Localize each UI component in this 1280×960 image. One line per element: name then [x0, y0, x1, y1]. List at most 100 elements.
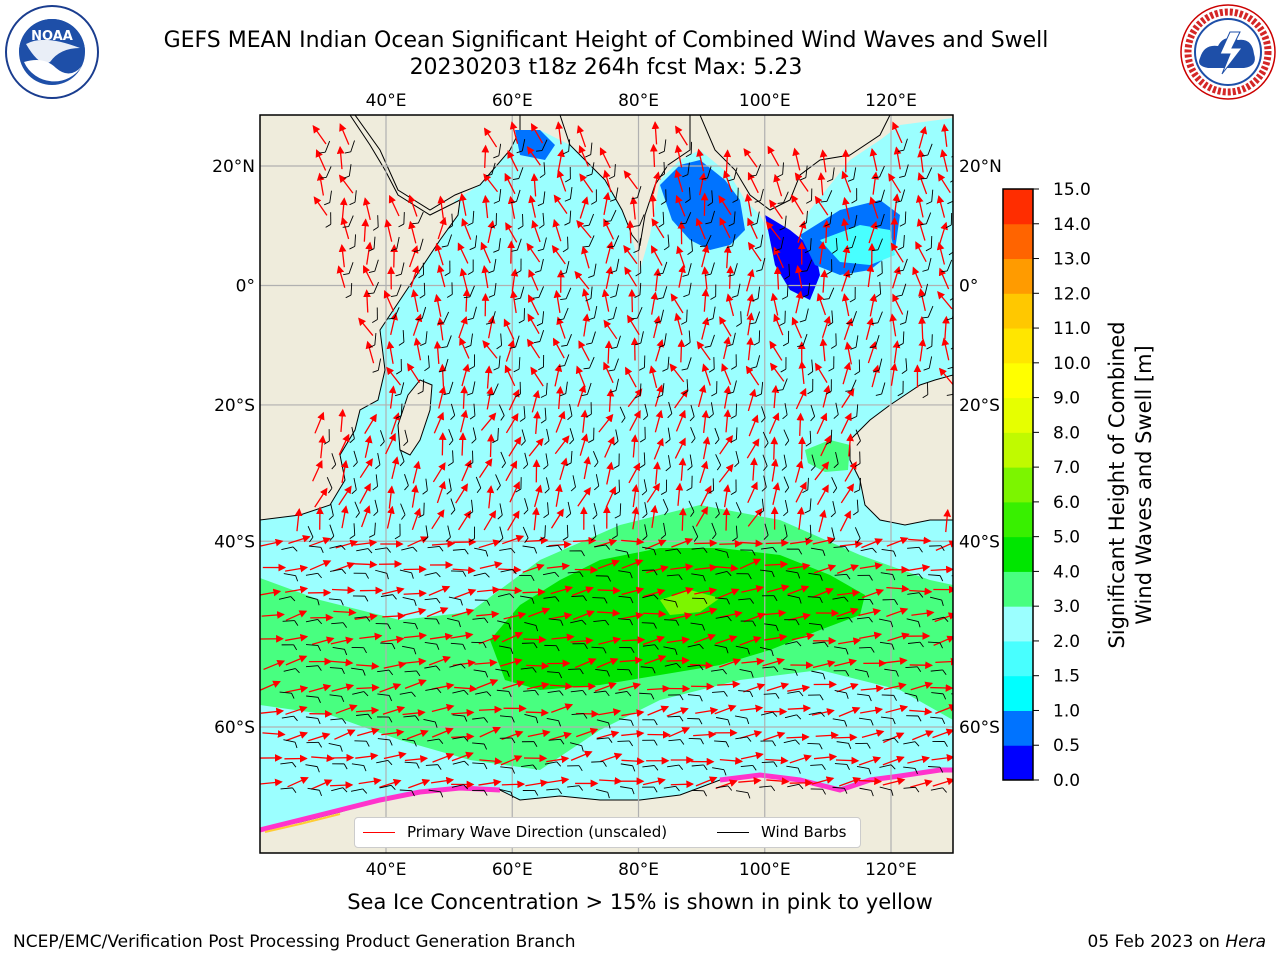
wind-barb-shaft: [377, 738, 390, 741]
wind-barb-shaft: [930, 669, 943, 672]
wind-barb-shaft: [880, 716, 893, 720]
wind-barb-flag: [416, 762, 420, 769]
wave-direction-arrow: [363, 264, 375, 287]
wave-direction-arrow: [648, 193, 657, 217]
wind-barb-shaft: [783, 429, 790, 441]
wind-barb-flag: [607, 575, 612, 582]
wind-barb-shaft: [427, 545, 440, 549]
wave-direction-arrow: [861, 729, 885, 739]
wind-barb-flag: [611, 346, 618, 349]
wind-barb-shaft: [810, 404, 816, 417]
wave-direction-arrow: [892, 121, 903, 144]
wave-direction-arrow: [411, 484, 419, 508]
wind-barb-shaft: [926, 167, 933, 179]
wave-direction-arrow: [577, 487, 591, 507]
wave-direction-arrow: [695, 217, 706, 240]
wind-barb-shaft: [687, 694, 700, 697]
wind-barb-flag: [437, 764, 442, 770]
wind-barb-flag: [918, 592, 924, 598]
wave-direction-arrow: [527, 729, 551, 738]
wave-direction-arrow: [696, 341, 711, 361]
wave-direction-arrow: [523, 635, 547, 644]
wave-direction-arrow: [721, 363, 732, 385]
wave-direction-arrow: [915, 194, 924, 218]
wave-direction-arrow: [454, 588, 477, 599]
wind-barb-flag: [832, 487, 838, 494]
wind-barb-flag: [294, 620, 299, 626]
wind-barb-shaft: [543, 596, 556, 599]
wave-direction-arrow: [918, 288, 926, 311]
wind-barb-flag: [727, 719, 731, 726]
wind-barb-shaft: [544, 761, 557, 765]
wind-barb-flag: [656, 394, 663, 398]
wind-barb-flag: [368, 270, 375, 273]
wind-barb-flag: [754, 246, 761, 250]
wind-barb-flag: [822, 673, 826, 680]
wind-barb-shaft: [329, 544, 342, 549]
wind-barb-flag: [363, 691, 369, 697]
wave-direction-arrow: [723, 170, 733, 193]
wind-barb-flag: [608, 369, 615, 372]
wind-barb-shaft: [614, 164, 616, 177]
top-lon-label: 60°E: [492, 91, 533, 111]
wave-direction-arrow: [354, 539, 378, 547]
wave-direction-arrow: [338, 174, 354, 194]
wave-direction-arrow: [433, 411, 445, 434]
wind-barb-shaft: [499, 715, 512, 718]
wave-direction-arrow: [308, 537, 332, 547]
wave-direction-arrow: [743, 148, 758, 168]
wind-barb-flag: [403, 441, 409, 446]
wind-barb-shaft: [374, 547, 387, 551]
wind-barb-flag: [731, 295, 738, 298]
wind-barb-flag: [317, 599, 320, 606]
wind-barb-flag: [424, 367, 430, 372]
wind-barb-flag: [518, 319, 525, 324]
wind-barb-shaft: [615, 549, 628, 553]
wind-barb-shaft: [475, 691, 487, 695]
wave-direction-arrow: [671, 587, 694, 597]
wind-barb-flag: [590, 536, 597, 541]
wind-barb-flag: [510, 548, 516, 554]
wind-barb-flag: [629, 740, 634, 747]
wind-barb-flag: [437, 322, 444, 324]
wave-direction-arrow: [559, 457, 568, 481]
wind-barb-shaft: [905, 358, 908, 371]
wave-direction-arrow: [482, 194, 490, 219]
wind-barb-shaft: [662, 261, 668, 274]
wave-direction-arrow: [408, 194, 418, 217]
wind-barb-flag: [825, 441, 832, 445]
wave-direction-arrow: [621, 586, 645, 596]
wind-barb-flag: [856, 538, 861, 544]
wind-barb-shaft: [404, 474, 409, 486]
wave-direction-arrow: [882, 755, 905, 766]
wave-direction-arrow: [623, 170, 639, 190]
wind-barb-shaft: [351, 667, 364, 671]
footer-date: 05 Feb 2023 on Hera: [1088, 932, 1266, 952]
wind-barb-flag: [847, 178, 854, 182]
wave-direction-arrow: [454, 684, 478, 693]
wave-direction-arrow: [943, 508, 952, 533]
wave-direction-arrow: [476, 678, 499, 689]
wind-barb-flag: [676, 548, 682, 555]
wind-barb-flag: [895, 670, 899, 677]
wave-direction-arrow: [358, 777, 382, 786]
wind-barb-shaft: [808, 572, 821, 576]
wind-barb-shaft: [688, 187, 691, 200]
wave-direction-arrow: [670, 293, 684, 314]
wind-barb-flag: [534, 547, 538, 554]
wave-direction-arrow: [460, 409, 469, 433]
wave-direction-arrow: [719, 434, 733, 455]
wave-direction-arrow: [505, 222, 518, 243]
southeast-asia-land: [699, 115, 891, 211]
wind-barb-flag: [539, 173, 546, 178]
wind-barb-shaft: [588, 213, 595, 226]
wind-barb-flag: [630, 720, 634, 727]
wave-direction-arrow: [698, 172, 707, 196]
wind-barb-flag: [291, 692, 295, 699]
wind-barb-flag: [653, 549, 657, 556]
wind-barb-flag: [447, 461, 454, 467]
wave-direction-arrow: [572, 610, 595, 621]
wind-barb-shaft: [546, 718, 559, 722]
wind-barb-flag: [342, 787, 348, 793]
wave-direction-arrow: [912, 730, 934, 741]
